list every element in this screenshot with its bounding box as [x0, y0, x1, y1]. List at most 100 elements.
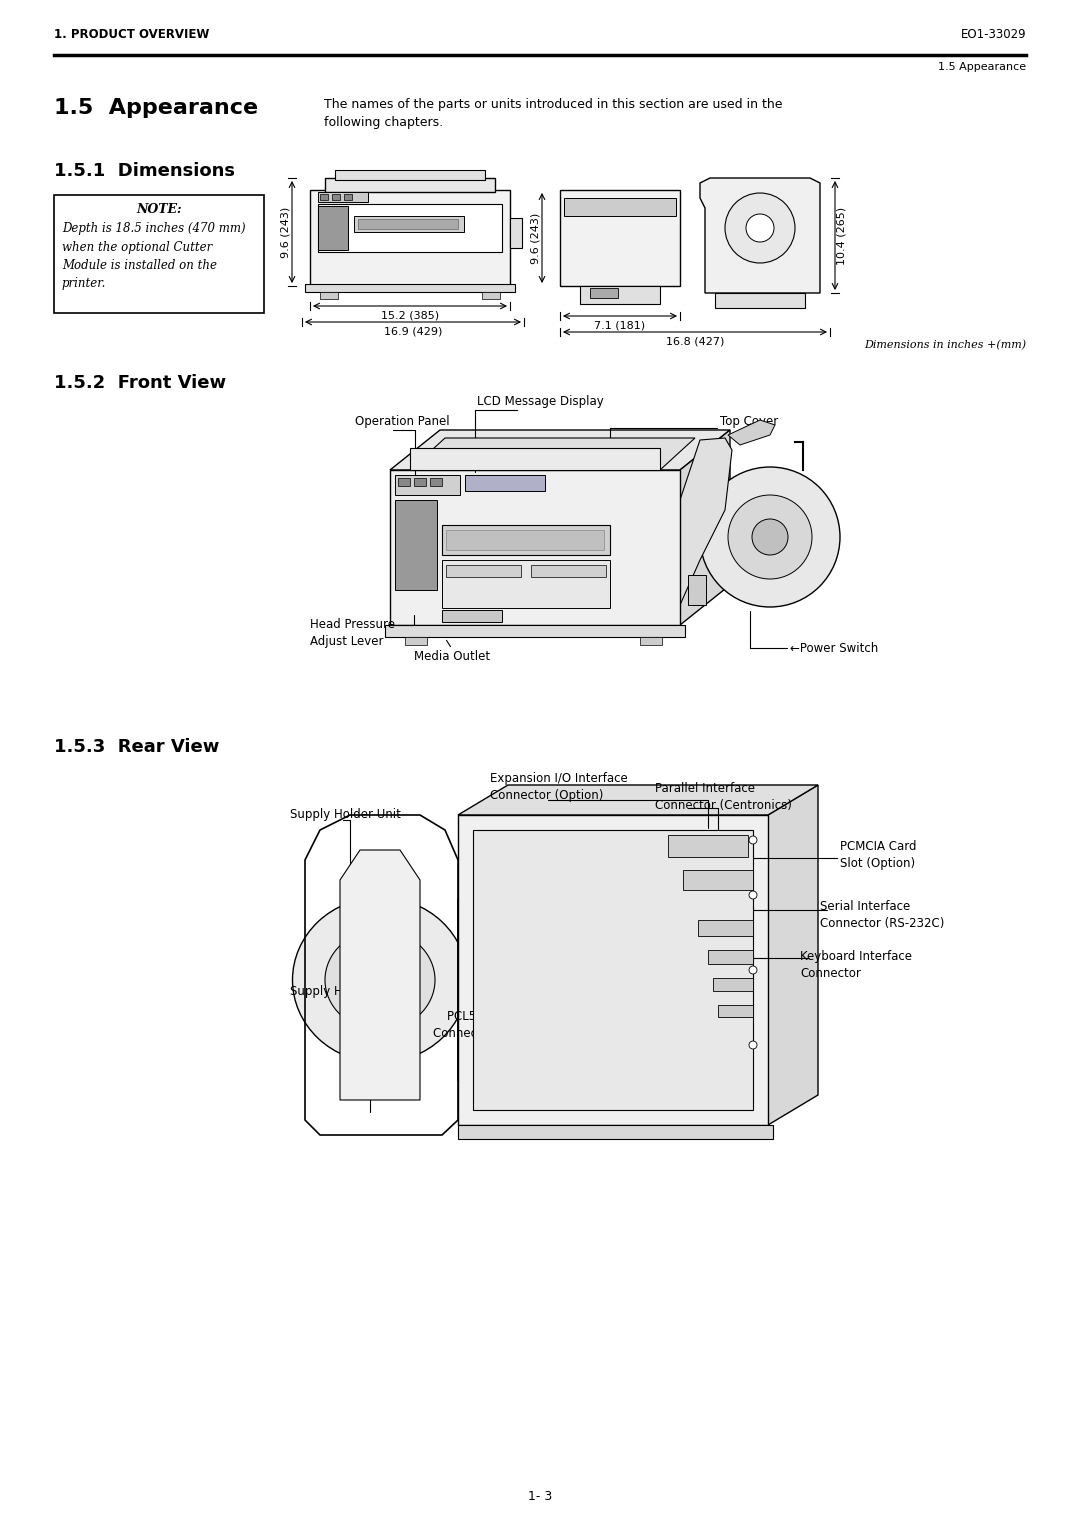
- Bar: [442, 610, 502, 622]
- Text: Expansion I/O Interface
Connector (Option): Expansion I/O Interface Connector (Optio…: [490, 772, 627, 802]
- Text: Top Cover: Top Cover: [720, 415, 779, 429]
- Polygon shape: [410, 438, 696, 470]
- Text: Supply Holder Unit: Supply Holder Unit: [291, 808, 401, 820]
- Bar: [698, 920, 753, 936]
- Ellipse shape: [293, 898, 468, 1063]
- Circle shape: [700, 467, 840, 607]
- Text: 15.2 (385): 15.2 (385): [381, 310, 440, 320]
- Polygon shape: [700, 178, 820, 293]
- Bar: [54, 195, 264, 313]
- Circle shape: [750, 1042, 757, 1049]
- Bar: [640, 637, 662, 645]
- Bar: [405, 637, 427, 645]
- Bar: [345, 194, 352, 200]
- Polygon shape: [728, 419, 775, 445]
- Text: 1.5.3  Rear View: 1.5.3 Rear View: [54, 738, 219, 756]
- Circle shape: [752, 518, 788, 555]
- Text: 16.8 (427): 16.8 (427): [665, 336, 725, 346]
- Bar: [318, 206, 348, 250]
- Bar: [708, 950, 753, 964]
- Ellipse shape: [325, 930, 435, 1029]
- Bar: [465, 474, 545, 491]
- Bar: [718, 1005, 753, 1017]
- Bar: [430, 477, 442, 486]
- Text: Dimensions in inches +(mm): Dimensions in inches +(mm): [864, 340, 1026, 351]
- Bar: [395, 474, 460, 496]
- Bar: [580, 287, 660, 303]
- Bar: [531, 564, 606, 576]
- Bar: [384, 625, 685, 637]
- Circle shape: [746, 214, 774, 242]
- Bar: [325, 178, 495, 192]
- Circle shape: [750, 836, 757, 843]
- Bar: [442, 560, 610, 608]
- Bar: [395, 500, 437, 590]
- Text: EO1-33029: EO1-33029: [960, 27, 1026, 41]
- Bar: [332, 194, 340, 200]
- Ellipse shape: [357, 959, 403, 1000]
- Text: Depth is 18.5 inches (470 mm)
when the optional Cutter
Module is installed on th: Depth is 18.5 inches (470 mm) when the o…: [62, 223, 245, 290]
- Polygon shape: [390, 430, 730, 470]
- Bar: [318, 192, 368, 201]
- Bar: [482, 291, 500, 299]
- Bar: [305, 284, 515, 291]
- Text: 7.1 (181): 7.1 (181): [594, 320, 646, 329]
- Bar: [354, 217, 464, 232]
- Bar: [410, 448, 660, 470]
- Text: Head Pressure
Adjust Lever: Head Pressure Adjust Lever: [310, 618, 395, 648]
- Polygon shape: [340, 849, 420, 1100]
- Text: 1- 3: 1- 3: [528, 1490, 552, 1504]
- Bar: [357, 220, 458, 229]
- Text: 10.4 (265): 10.4 (265): [837, 206, 847, 264]
- Bar: [713, 978, 753, 991]
- Text: following chapters.: following chapters.: [324, 116, 443, 130]
- Bar: [399, 477, 410, 486]
- Text: 1.5.2  Front View: 1.5.2 Front View: [54, 374, 226, 392]
- Text: 1.5.1  Dimensions: 1.5.1 Dimensions: [54, 162, 235, 180]
- Bar: [320, 194, 328, 200]
- Bar: [458, 1125, 773, 1139]
- Polygon shape: [768, 785, 818, 1125]
- Bar: [564, 198, 676, 217]
- Text: ←Power Switch: ←Power Switch: [789, 642, 878, 654]
- Polygon shape: [458, 785, 818, 814]
- Bar: [458, 814, 768, 1125]
- Text: Serial Interface
Connector (RS-232C): Serial Interface Connector (RS-232C): [820, 900, 944, 930]
- Bar: [446, 564, 521, 576]
- Bar: [310, 191, 510, 287]
- Bar: [510, 218, 522, 249]
- Circle shape: [728, 496, 812, 580]
- Text: Keyboard Interface
Connector: Keyboard Interface Connector: [800, 950, 912, 981]
- Text: 16.9 (429): 16.9 (429): [383, 326, 442, 336]
- Text: 1. PRODUCT OVERVIEW: 1. PRODUCT OVERVIEW: [54, 27, 210, 41]
- Bar: [446, 531, 604, 551]
- Text: PCMCIA Card
Slot (Option): PCMCIA Card Slot (Option): [840, 840, 917, 869]
- Text: 1.5 Appearance: 1.5 Appearance: [937, 63, 1026, 72]
- Bar: [715, 293, 805, 308]
- Polygon shape: [680, 430, 730, 625]
- Bar: [473, 830, 753, 1110]
- Circle shape: [750, 891, 757, 900]
- Bar: [561, 191, 680, 287]
- Bar: [390, 470, 680, 625]
- Bar: [414, 477, 426, 486]
- Bar: [318, 204, 502, 252]
- Text: 1.5  Appearance: 1.5 Appearance: [54, 98, 258, 117]
- Text: Parallel Interface
Connector (Centronics): Parallel Interface Connector (Centronics…: [654, 782, 792, 811]
- Text: Operation Panel: Operation Panel: [355, 415, 449, 429]
- Bar: [590, 288, 618, 297]
- Circle shape: [750, 965, 757, 974]
- Text: Media Outlet: Media Outlet: [414, 650, 490, 663]
- Text: 9.6 (243): 9.6 (243): [280, 206, 291, 258]
- Text: NOTE:: NOTE:: [136, 203, 181, 217]
- Bar: [669, 836, 748, 857]
- Bar: [320, 291, 338, 299]
- Text: 9.6 (243): 9.6 (243): [530, 212, 540, 264]
- Text: The names of the parts or units introduced in this section are used in the: The names of the parts or units introduc…: [324, 98, 783, 111]
- Polygon shape: [680, 438, 732, 605]
- Circle shape: [725, 194, 795, 262]
- Bar: [688, 575, 706, 605]
- Text: PCL5 Interface
Connector (Option): PCL5 Interface Connector (Option): [433, 1010, 546, 1040]
- Bar: [442, 525, 610, 555]
- Bar: [683, 869, 753, 891]
